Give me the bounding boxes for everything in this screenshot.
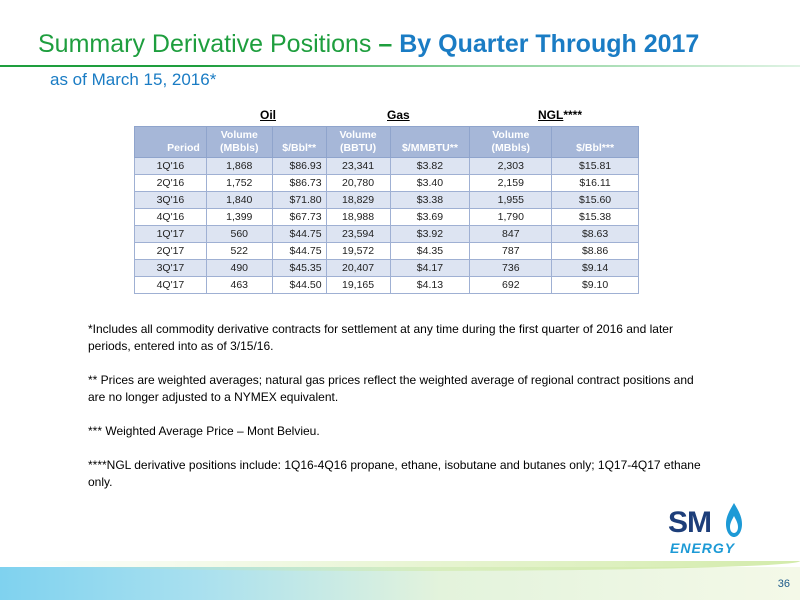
cell-oil-volume: 1,399	[205, 208, 273, 226]
cell-gas-volume: 23,594	[325, 225, 391, 243]
cell-gas-price: $3.82	[389, 157, 471, 175]
derivative-table: Period Volume (MBbls) $/Bbl** Volume (BBTU…	[134, 126, 639, 294]
cell-ngl-volume: 787	[469, 242, 553, 260]
cell-period: 3Q'17	[134, 259, 207, 277]
cell-ngl-volume: 847	[469, 225, 553, 243]
cell-oil-volume: 463	[205, 276, 273, 294]
table-row: 1Q'17 560 $44.75 23,594 $3.92 847 $8.63	[134, 225, 639, 243]
cell-oil-price: $71.80	[271, 191, 327, 209]
cell-gas-price: $4.35	[389, 242, 471, 260]
table-row: 3Q'16 1,840 $71.80 18,829 $3.38 1,955 $1…	[134, 191, 639, 209]
table-row: 2Q'16 1,752 $86.73 20,780 $3.40 2,159 $1…	[134, 174, 639, 192]
sm-energy-logo: SM ENERGY	[668, 502, 748, 560]
cell-oil-volume: 1,840	[205, 191, 273, 209]
cell-period: 2Q'16	[134, 174, 207, 192]
cell-gas-price: $3.38	[389, 191, 471, 209]
col-oil-price: $/Bbl**	[271, 126, 327, 158]
cell-period: 2Q'17	[134, 242, 207, 260]
cell-ngl-price: $9.14	[551, 259, 639, 277]
cell-gas-price: $3.40	[389, 174, 471, 192]
cell-ngl-price: $15.81	[551, 157, 639, 175]
cell-ngl-volume: 1,790	[469, 208, 553, 226]
cell-ngl-price: $8.86	[551, 242, 639, 260]
flame-icon	[726, 503, 742, 537]
cell-period: 1Q'17	[134, 225, 207, 243]
cell-gas-price: $3.69	[389, 208, 471, 226]
cell-ngl-price: $8.63	[551, 225, 639, 243]
footer-band	[0, 561, 800, 600]
group-header-ngl: NGL****	[538, 108, 582, 122]
cell-gas-volume: 20,780	[325, 174, 391, 192]
cell-gas-volume: 18,829	[325, 191, 391, 209]
cell-ngl-price: $15.38	[551, 208, 639, 226]
cell-period: 4Q'17	[134, 276, 207, 294]
cell-oil-volume: 1,868	[205, 157, 273, 175]
cell-period: 4Q'16	[134, 208, 207, 226]
group-ngl-suffix: ****	[563, 108, 583, 122]
cell-period: 3Q'16	[134, 191, 207, 209]
footnote-1: *Includes all commodity derivative contr…	[88, 322, 673, 353]
footnotes: *Includes all commodity derivative contr…	[88, 321, 713, 508]
cell-ngl-price: $16.11	[551, 174, 639, 192]
cell-period: 1Q'16	[134, 157, 207, 175]
cell-oil-price: $67.73	[271, 208, 327, 226]
slide-title: Summary Derivative Positions – By Quarte…	[38, 30, 699, 59]
cell-oil-volume: 560	[205, 225, 273, 243]
footnote-4: ****NGL derivative positions include: 1Q…	[88, 458, 701, 489]
cell-gas-volume: 18,988	[325, 208, 391, 226]
group-oil-label: Oil	[260, 108, 277, 122]
cell-gas-volume: 20,407	[325, 259, 391, 277]
col-gas-volume: Volume (BBTU)	[325, 126, 391, 158]
col-ngl-price: $/Bbl***	[551, 126, 639, 158]
cell-ngl-volume: 2,303	[469, 157, 553, 175]
title-part1: Summary Derivative Positions	[38, 30, 379, 58]
cell-oil-volume: 1,752	[205, 174, 273, 192]
cell-gas-volume: 19,572	[325, 242, 391, 260]
table-row: 4Q'17 463 $44.50 19,165 $4.13 692 $9.10	[134, 276, 639, 294]
title-rule	[0, 65, 800, 67]
table-row: 1Q'16 1,868 $86.93 23,341 $3.82 2,303 $1…	[134, 157, 639, 175]
cell-gas-price: $4.17	[389, 259, 471, 277]
group-header-gas: Gas	[387, 108, 410, 122]
cell-oil-price: $44.50	[271, 276, 327, 294]
logo-energy-text: ENERGY	[670, 540, 736, 556]
cell-oil-price: $86.73	[271, 174, 327, 192]
page-number: 36	[777, 578, 790, 590]
table-header-row: Period Volume (MBbls) $/Bbl** Volume (BBTU…	[134, 126, 639, 158]
cell-ngl-volume: 736	[469, 259, 553, 277]
cell-oil-volume: 490	[205, 259, 273, 277]
cell-ngl-volume: 1,955	[469, 191, 553, 209]
col-oil-volume: Volume (MBbls)	[205, 126, 273, 158]
logo-sm-text: SM	[668, 506, 712, 539]
table-row: 3Q'17 490 $45.35 20,407 $4.17 736 $9.14	[134, 259, 639, 277]
cell-oil-price: $86.93	[271, 157, 327, 175]
cell-oil-price: $44.75	[271, 242, 327, 260]
col-ngl-volume: Volume (MBbls)	[469, 126, 553, 158]
footnote-2: ** Prices are weighted averages; natural…	[88, 373, 694, 404]
title-dash: –	[378, 30, 393, 58]
group-header-oil: Oil	[260, 108, 276, 122]
cell-gas-volume: 23,341	[325, 157, 391, 175]
group-gas-label: Gas	[387, 108, 410, 122]
table-row: 2Q'17 522 $44.75 19,572 $4.35 787 $8.86	[134, 242, 639, 260]
cell-oil-price: $44.75	[271, 225, 327, 243]
subtitle: as of March 15, 2016*	[50, 70, 217, 89]
cell-ngl-price: $15.60	[551, 191, 639, 209]
footnote-3: *** Weighted Average Price – Mont Belvie…	[88, 424, 320, 438]
title-part2: By Quarter Through 2017	[392, 30, 700, 58]
cell-ngl-price: $9.10	[551, 276, 639, 294]
group-ngl-label: NGL	[538, 108, 564, 122]
cell-oil-volume: 522	[205, 242, 273, 260]
table-row: 4Q'16 1,399 $67.73 18,988 $3.69 1,790 $1…	[134, 208, 639, 226]
cell-oil-price: $45.35	[271, 259, 327, 277]
cell-gas-price: $3.92	[389, 225, 471, 243]
cell-ngl-volume: 2,159	[469, 174, 553, 192]
cell-ngl-volume: 692	[469, 276, 553, 294]
col-gas-price: $/MMBTU**	[389, 126, 471, 158]
col-period: Period	[134, 126, 207, 158]
cell-gas-volume: 19,165	[325, 276, 391, 294]
cell-gas-price: $4.13	[389, 276, 471, 294]
